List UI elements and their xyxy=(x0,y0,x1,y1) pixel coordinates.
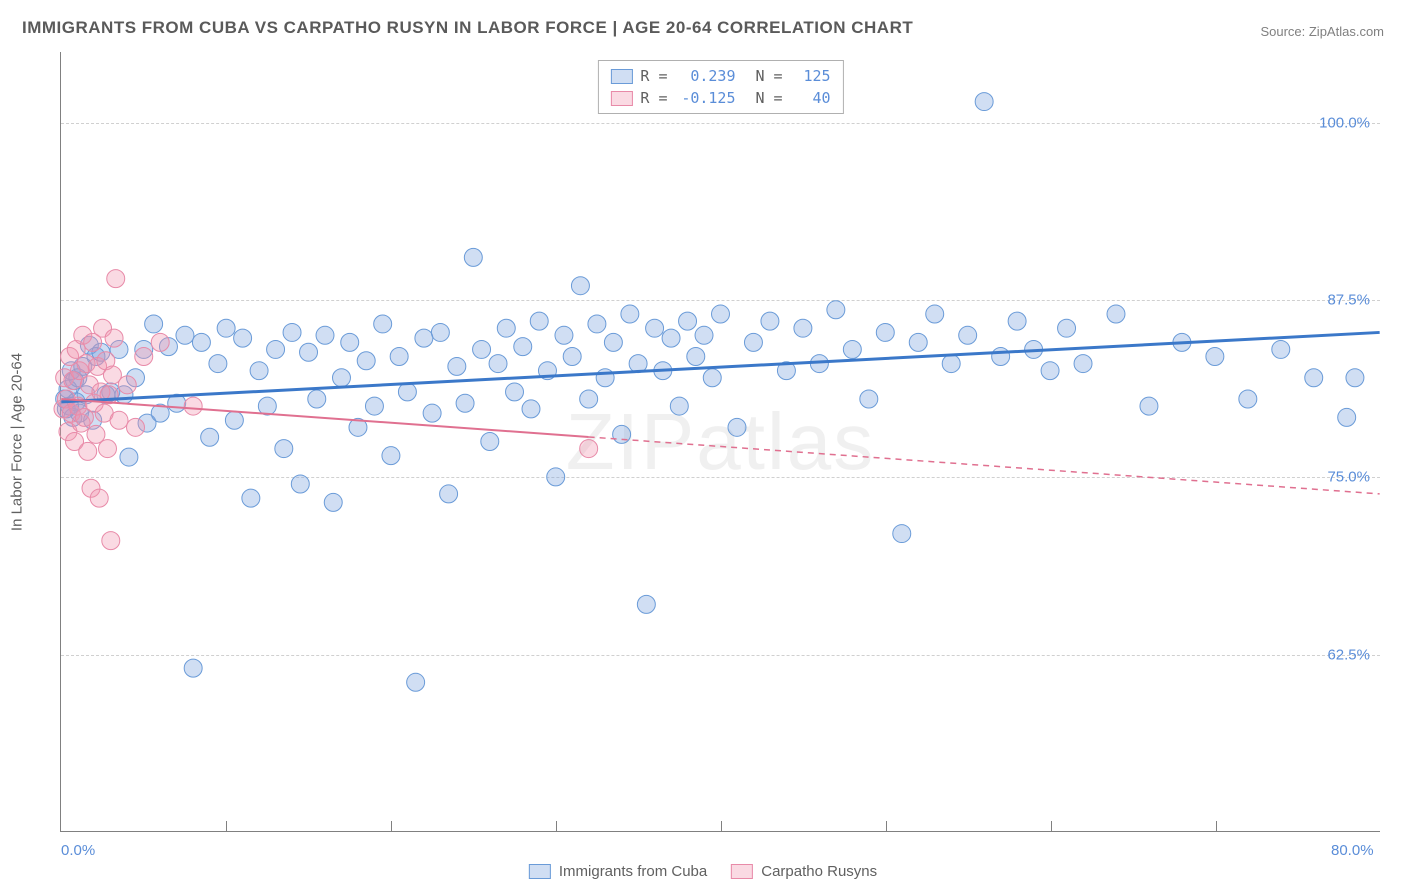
swatch-cuba-icon xyxy=(529,864,551,879)
r-value-rusyn: -0.125 xyxy=(676,87,736,109)
legend-item-cuba: Immigrants from Cuba xyxy=(529,863,707,880)
r-label: R = xyxy=(640,87,667,109)
y-axis-title: In Labor Force | Age 20-64 xyxy=(9,352,26,530)
n-label: N = xyxy=(756,87,783,109)
swatch-cuba xyxy=(610,69,632,84)
y-tick-label: 87.5% xyxy=(1327,292,1370,309)
chart-area: In Labor Force | Age 20-64 ZIPatlas R = … xyxy=(60,52,1380,832)
swatch-rusyn-icon xyxy=(731,864,753,879)
x-tick-label: 0.0% xyxy=(61,842,95,859)
y-tick-label: 62.5% xyxy=(1327,646,1370,663)
swatch-rusyn xyxy=(610,91,632,106)
correlation-legend: R = 0.239 N = 125 R = -0.125 N = 40 xyxy=(597,60,843,114)
r-label: R = xyxy=(640,65,667,87)
legend-label-rusyn: Carpatho Rusyns xyxy=(761,863,877,880)
chart-title: IMMIGRANTS FROM CUBA VS CARPATHO RUSYN I… xyxy=(22,18,913,38)
n-value-rusyn: 40 xyxy=(791,87,831,109)
scatter-svg-layer xyxy=(61,52,1380,831)
r-value-cuba: 0.239 xyxy=(676,65,736,87)
legend-row-cuba: R = 0.239 N = 125 xyxy=(610,65,830,87)
legend-item-rusyn: Carpatho Rusyns xyxy=(731,863,877,880)
y-tick-label: 100.0% xyxy=(1319,114,1370,131)
legend-label-cuba: Immigrants from Cuba xyxy=(559,863,707,880)
n-label: N = xyxy=(756,65,783,87)
legend-row-rusyn: R = -0.125 N = 40 xyxy=(610,87,830,109)
source-label: Source: ZipAtlas.com xyxy=(1260,24,1384,39)
x-tick-label: 80.0% xyxy=(1331,842,1374,859)
n-value-cuba: 125 xyxy=(791,65,831,87)
series-legend: Immigrants from Cuba Carpatho Rusyns xyxy=(529,863,877,880)
y-tick-label: 75.0% xyxy=(1327,469,1370,486)
